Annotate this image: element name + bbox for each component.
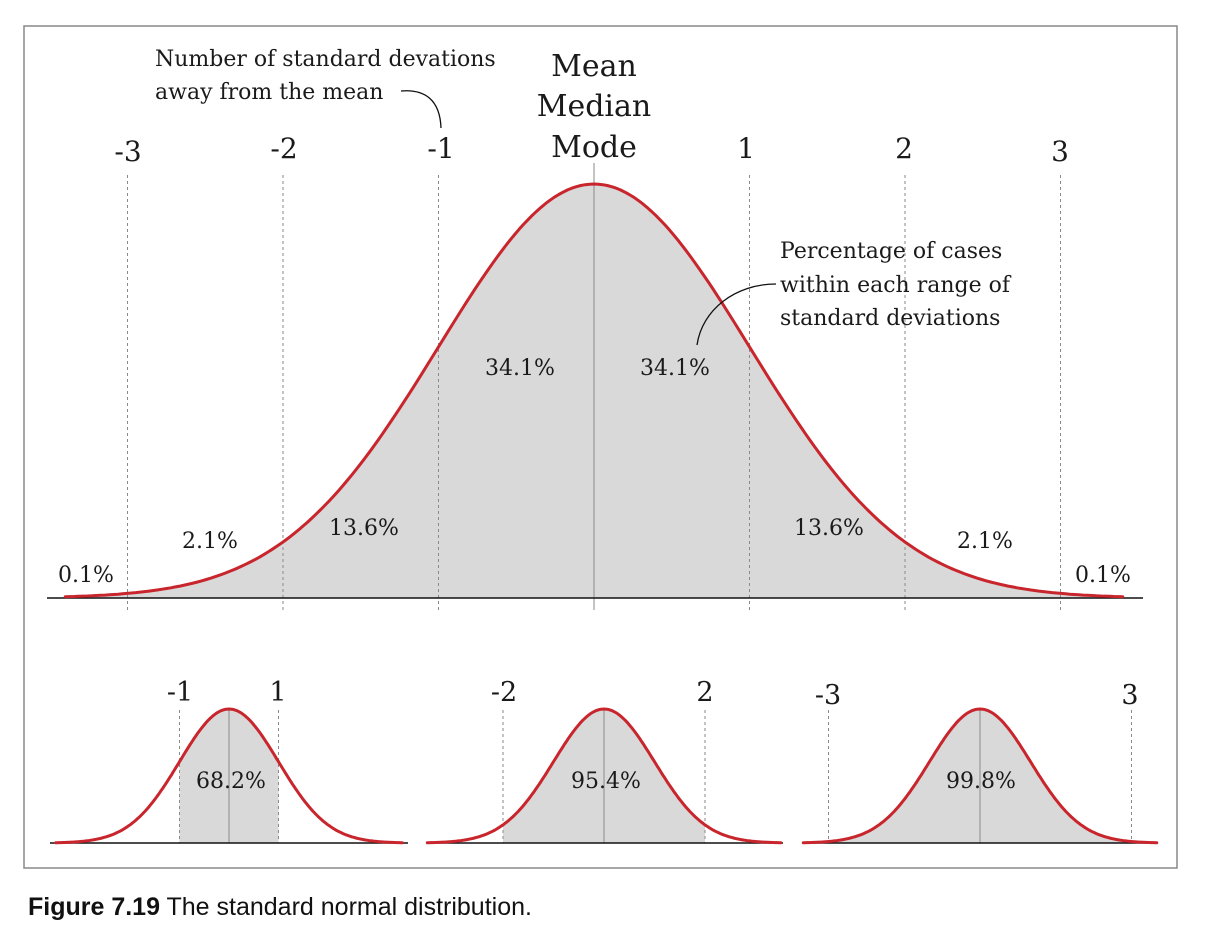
region-label-minus3-minus2: 2.1% <box>182 529 238 554</box>
region-label-0-1: 34.1% <box>640 356 710 381</box>
region-label-minus1-0: 34.1% <box>485 356 555 381</box>
pct-annotation-leader <box>696 283 777 346</box>
main-chart-labels: -3 -2 -1 1 2 3 Mean Median Mode Number o… <box>58 47 1131 588</box>
tick-label-minus-3: -3 <box>114 135 141 168</box>
mean-label: Mean <box>551 49 637 84</box>
region-label-2-3: 2.1% <box>957 529 1013 554</box>
tick-label-minus-1: -1 <box>427 132 454 165</box>
pct-annotation-line3: standard deviations <box>780 306 1000 331</box>
small1-tick-minus-1: -1 <box>167 677 193 708</box>
small3-curve <box>801 707 1159 845</box>
sd-annotation-line2: away from the mean <box>155 80 383 105</box>
small1-pct-label: 68.2% <box>196 769 266 794</box>
small1-tick-1: 1 <box>269 677 286 708</box>
sd-annotation-leader <box>400 90 442 129</box>
tick-label-minus-2: -2 <box>270 132 297 165</box>
main-chart <box>47 163 1143 610</box>
figure-caption-text: The standard normal distribution. <box>166 893 532 921</box>
main-curve <box>63 182 1125 599</box>
small3-pct-label: 99.8% <box>946 769 1016 794</box>
small2-tick-2: 2 <box>696 677 713 708</box>
median-label: Median <box>537 89 651 124</box>
small2-curve <box>425 707 783 845</box>
mode-label: Mode <box>551 130 637 165</box>
region-label-left-tail: 0.1% <box>58 563 114 588</box>
pct-annotation-line2: within each range of <box>780 273 1012 298</box>
small-chart-one-sd <box>50 707 408 845</box>
small1-curve <box>54 707 404 845</box>
region-label-1-2: 13.6% <box>794 516 864 541</box>
region-label-right-tail: 0.1% <box>1075 563 1131 588</box>
tick-label-3: 3 <box>1051 135 1069 168</box>
small2-tick-minus-2: -2 <box>491 677 517 708</box>
small3-tick-minus-3: -3 <box>815 680 841 711</box>
tick-label-2: 2 <box>895 132 913 165</box>
small-chart-labels: -1 1 68.2% -2 2 95.4% -3 3 99.8% <box>167 677 1139 794</box>
small3-tick-3: 3 <box>1121 680 1138 711</box>
small2-pct-label: 95.4% <box>571 769 641 794</box>
region-label-minus2-minus1: 13.6% <box>329 516 399 541</box>
small-chart-two-sd <box>425 707 783 845</box>
pct-annotation-line1: Percentage of cases <box>780 239 1002 264</box>
small-chart-three-sd <box>801 707 1159 845</box>
figure-number: Figure 7.19 <box>28 893 160 921</box>
tick-label-1: 1 <box>737 132 755 165</box>
sd-annotation-line1: Number of standard devations <box>155 47 496 72</box>
figure-caption: Figure 7.19 The standard normal distribu… <box>28 893 532 922</box>
